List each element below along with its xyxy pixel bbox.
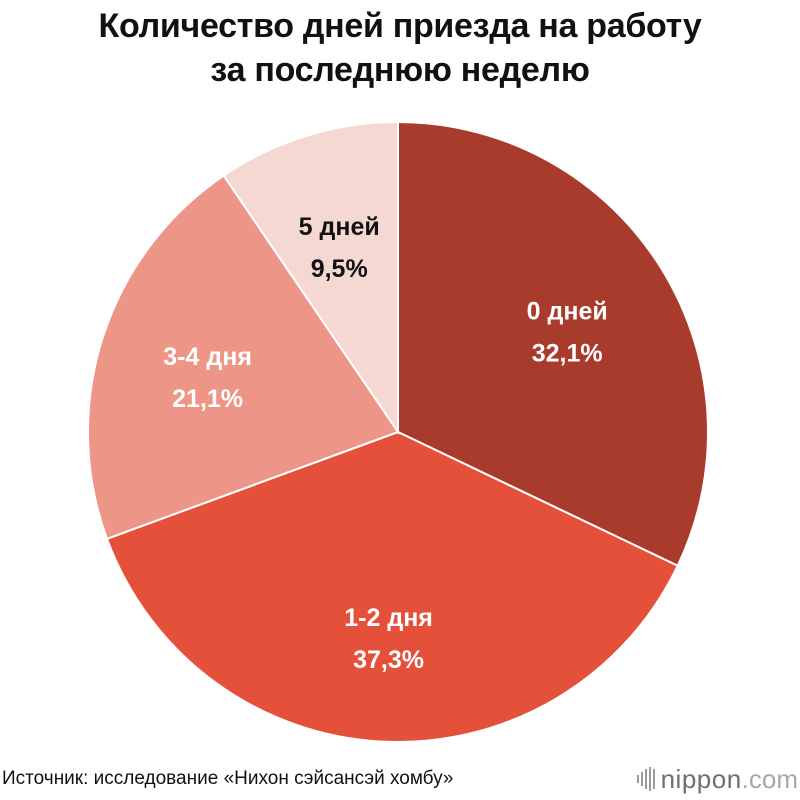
pie-slice-value-1: 37,3%	[353, 646, 424, 674]
pie-slice-value-3: 9,5%	[311, 255, 368, 283]
pie-slices	[87, 120, 709, 743]
source-note: Источник: исследование «Нихон сэйсансэй …	[2, 768, 454, 789]
logo-name: nippon	[660, 763, 742, 794]
pie-slice-0	[397, 120, 709, 568]
pie-slice-1	[105, 430, 679, 743]
pie-slice-label-1: 1-2 дня	[344, 604, 433, 632]
pie-slice-2	[87, 174, 400, 541]
pie-slice-label-0: 0 дней	[527, 297, 608, 325]
logo-tld: .com	[741, 763, 798, 794]
logo-bars-icon	[636, 767, 655, 791]
pie-slice-label-3: 5 дней	[299, 213, 380, 241]
pie-labels: 0 дней 32,1% 1-2 дня 37,3% 3-4 дня 21,1% 5 дне…	[163, 213, 607, 674]
pie-slice-value-0: 32,1%	[532, 339, 603, 367]
chart-title: Количество дней приезда на работу за пос…	[0, 4, 800, 92]
pie-slice-3	[222, 120, 399, 436]
pie-slice-value-2: 21,1%	[172, 385, 243, 413]
footer: Источник: исследование «Нихон сэйсансэй …	[2, 764, 798, 794]
chart-title-line-1: Количество дней приезда на работу	[98, 7, 702, 45]
nippon-logo: nippon .com	[636, 763, 798, 795]
pie-slice-label-2: 3-4 дня	[163, 343, 252, 371]
chart-title-line-2: за последнюю неделю	[210, 51, 590, 89]
